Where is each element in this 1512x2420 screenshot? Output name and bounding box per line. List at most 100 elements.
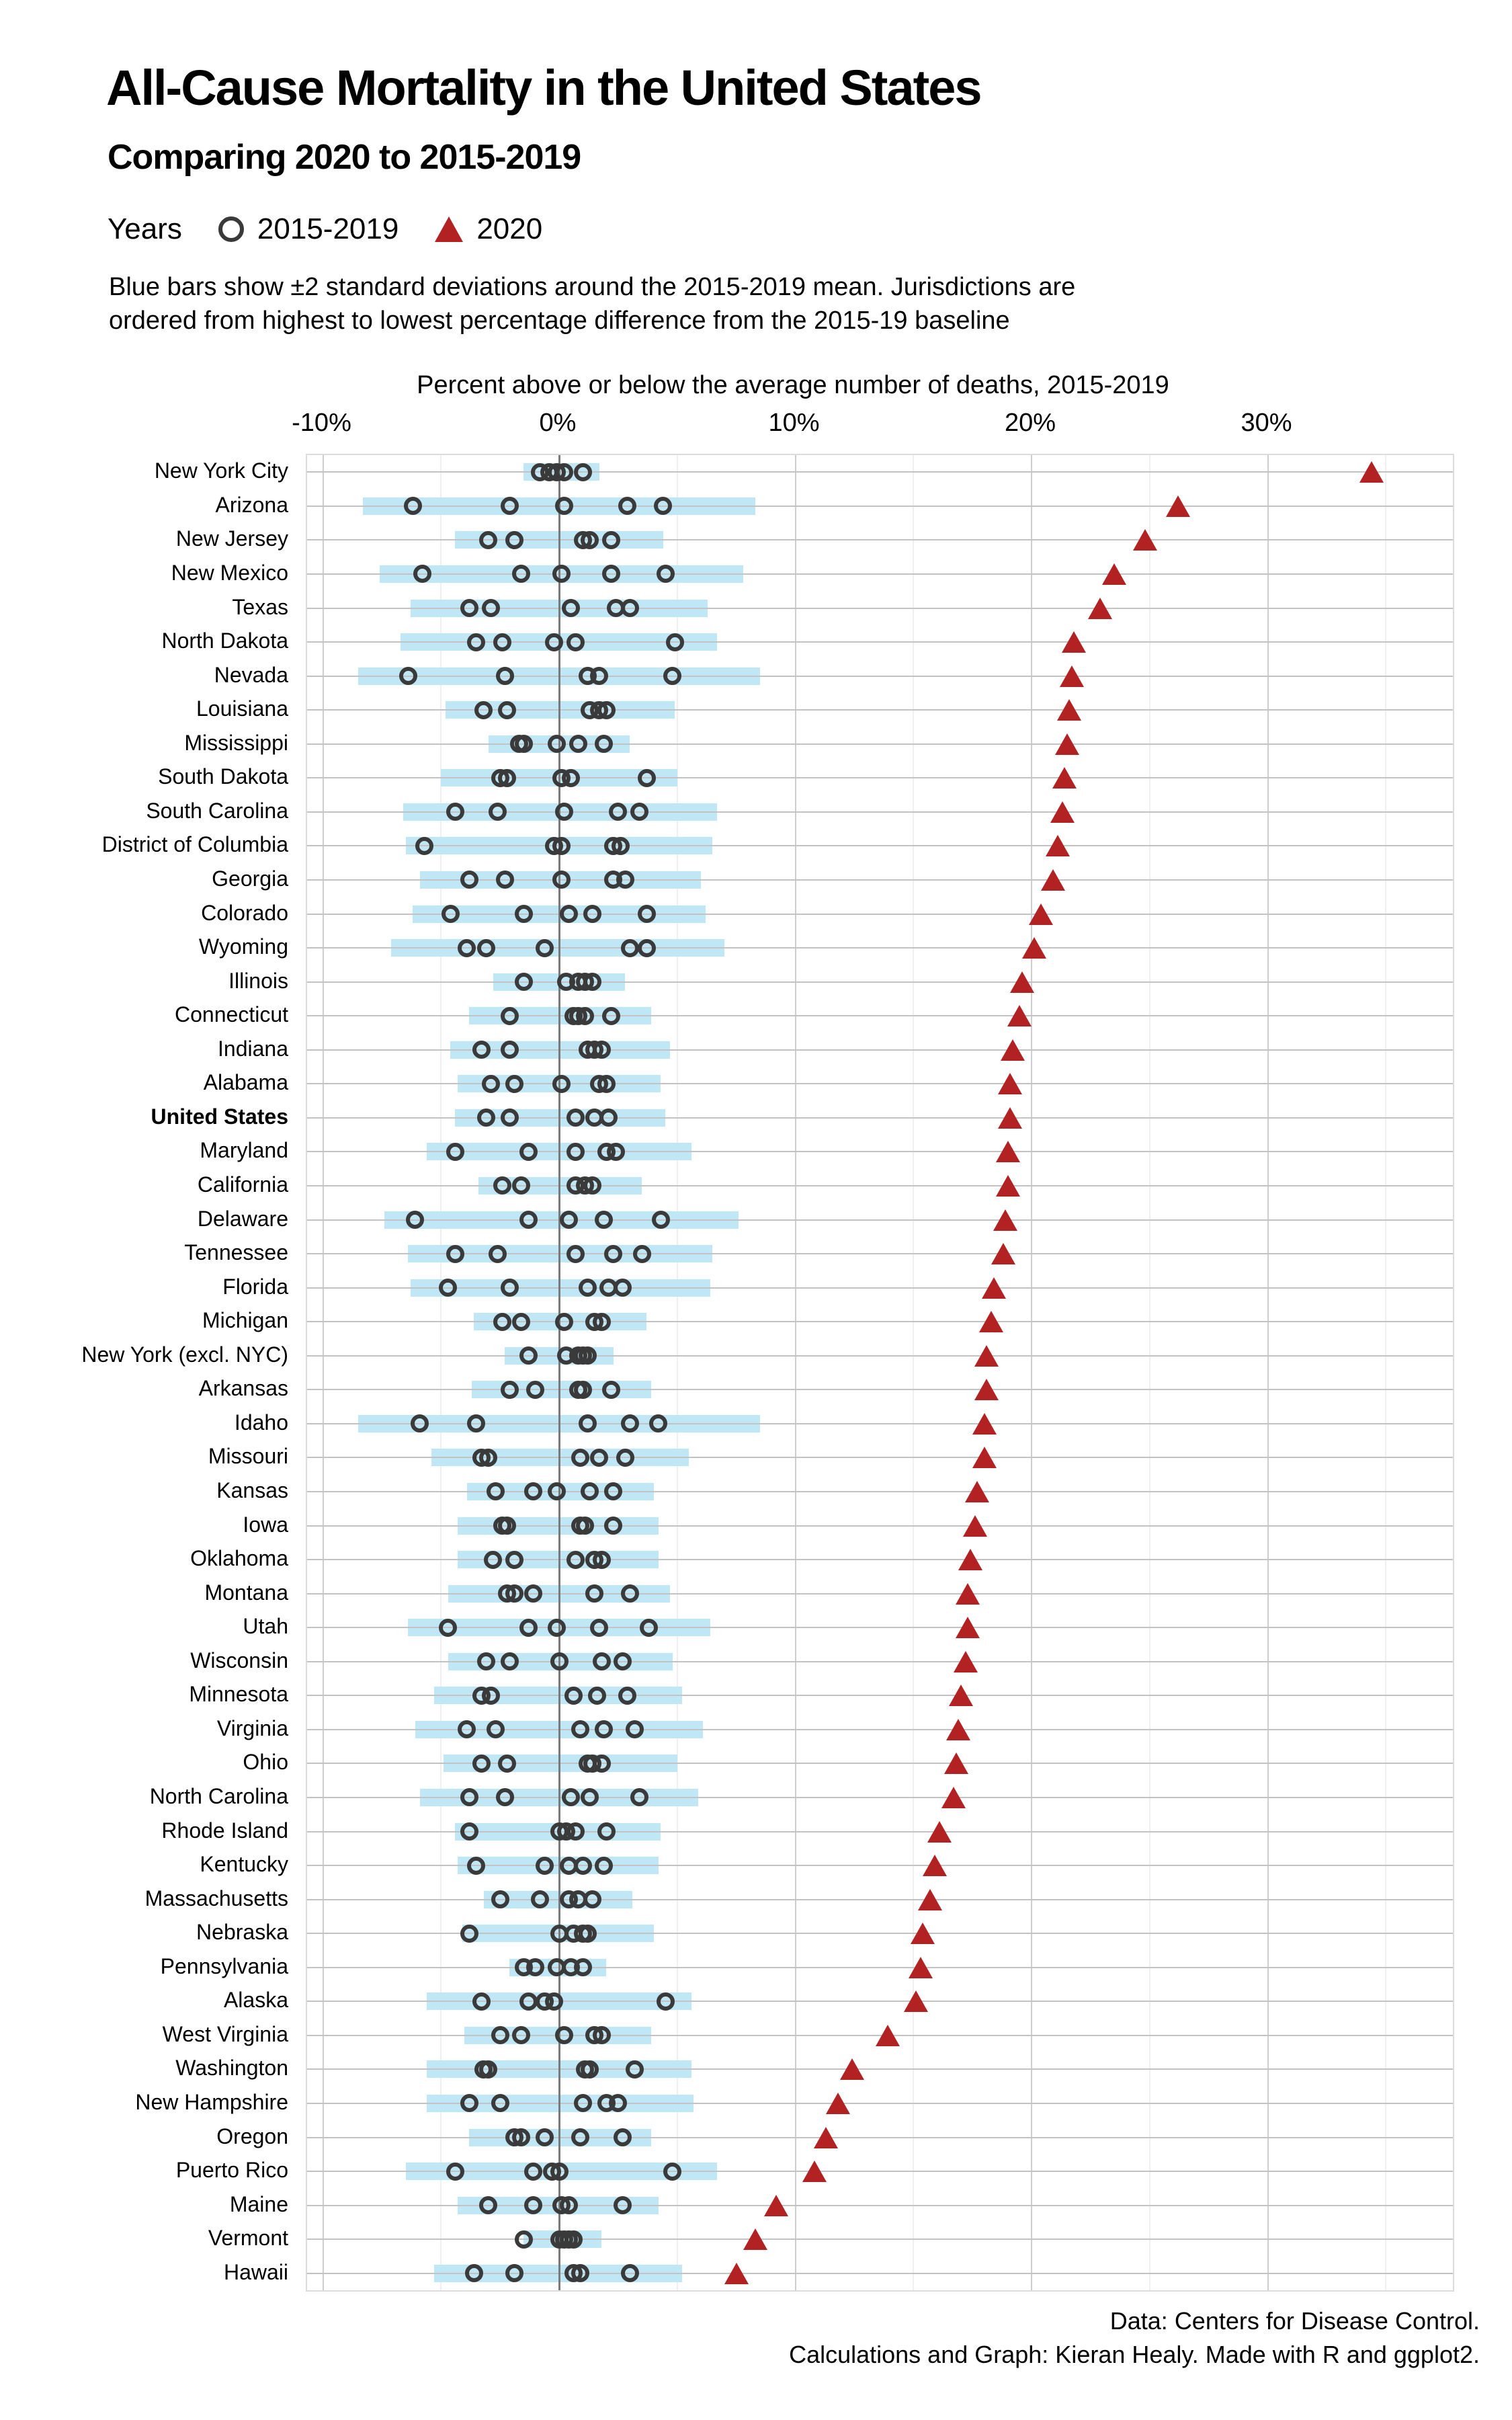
year-point-2020 xyxy=(1057,699,1082,721)
year-point-2015-2019 xyxy=(481,599,500,617)
year-point-2015-2019 xyxy=(578,1279,597,1297)
year-point-2015-2019 xyxy=(597,1822,616,1841)
row-label: Nebraska xyxy=(196,1920,288,1945)
year-point-2015-2019 xyxy=(519,1142,538,1161)
year-point-2015-2019 xyxy=(493,1312,512,1331)
row-line xyxy=(307,709,1453,711)
year-point-2015-2019 xyxy=(604,1482,623,1501)
row-line xyxy=(307,505,1453,507)
row-label: United States xyxy=(151,1104,288,1129)
year-point-2015-2019 xyxy=(665,633,684,651)
year-point-2020 xyxy=(974,1379,999,1401)
year-point-2015-2019 xyxy=(500,1041,519,1059)
row-line xyxy=(307,539,1453,541)
caption: Data: Centers for Disease Control. Calcu… xyxy=(789,2304,1480,2372)
year-point-2015-2019 xyxy=(476,1108,495,1127)
year-point-2020 xyxy=(946,1718,971,1740)
row-label: Rhode Island xyxy=(161,1818,288,1843)
y-axis-labels: New York City Arizona New Jersey New Mexico… xyxy=(0,454,298,2289)
year-point-2015-2019 xyxy=(472,1041,491,1059)
row-line xyxy=(307,1422,1453,1424)
year-point-2020 xyxy=(948,1685,973,1707)
chart-note-line1: Blue bars show ±2 standard deviations ar… xyxy=(109,273,1076,301)
row-label: New York City xyxy=(154,458,288,483)
year-point-2020 xyxy=(1050,801,1075,823)
year-point-2015-2019 xyxy=(581,1788,599,1807)
year-point-2015-2019 xyxy=(460,871,478,889)
year-point-2015-2019 xyxy=(554,2026,573,2045)
year-point-2015-2019 xyxy=(441,905,460,923)
row-label: Montana xyxy=(204,1580,288,1605)
year-point-2015-2019 xyxy=(479,530,498,549)
x-tick-label: 10% xyxy=(768,409,820,437)
year-point-2015-2019 xyxy=(439,1618,458,1637)
year-point-2015-2019 xyxy=(614,1652,632,1671)
year-point-2020 xyxy=(1007,1005,1032,1027)
row-line xyxy=(307,2238,1453,2241)
row-line xyxy=(307,2204,1453,2206)
row-label: Nevada xyxy=(214,662,288,687)
row-label: Oregon xyxy=(216,2124,288,2148)
year-point-2020 xyxy=(903,1990,928,2013)
year-point-2015-2019 xyxy=(479,2060,498,2079)
year-point-2015-2019 xyxy=(578,1346,597,1365)
row-line xyxy=(307,1219,1453,1221)
year-point-2015-2019 xyxy=(637,768,656,787)
row-label: Ohio xyxy=(243,1750,288,1775)
year-point-2020 xyxy=(743,2228,767,2251)
row-label: South Carolina xyxy=(146,798,288,823)
row-line xyxy=(307,1695,1453,1697)
year-point-2015-2019 xyxy=(498,1517,517,1535)
row-label: North Dakota xyxy=(161,629,288,653)
row-line xyxy=(307,1933,1453,1935)
year-point-2020 xyxy=(1062,631,1087,653)
year-point-2015-2019 xyxy=(526,1958,545,1977)
zero-baseline xyxy=(558,455,560,2290)
row-line xyxy=(307,1627,1453,1629)
row-label: Maryland xyxy=(200,1138,288,1163)
year-point-2015-2019 xyxy=(398,667,417,686)
year-point-2020 xyxy=(825,2092,850,2114)
year-point-2015-2019 xyxy=(519,1618,538,1637)
row-line xyxy=(307,2001,1453,2003)
year-point-2015-2019 xyxy=(481,1074,500,1093)
year-point-2015-2019 xyxy=(467,1414,486,1433)
row-label: North Carolina xyxy=(149,1783,288,1808)
row-line xyxy=(307,1796,1453,1798)
year-point-2020 xyxy=(911,1923,935,1945)
year-point-2015-2019 xyxy=(505,1584,523,1603)
year-point-2020 xyxy=(802,2161,827,2183)
year-point-2020 xyxy=(1052,767,1077,789)
row-label: Washington xyxy=(175,2056,288,2081)
year-point-2015-2019 xyxy=(609,2094,628,2113)
year-point-2015-2019 xyxy=(663,667,682,686)
year-point-2015-2019 xyxy=(611,836,630,855)
year-point-2015-2019 xyxy=(446,1142,464,1161)
row-label: California xyxy=(197,1172,288,1197)
row-label: Louisiana xyxy=(196,696,288,721)
year-point-2015-2019 xyxy=(554,803,573,821)
year-point-2015-2019 xyxy=(476,1652,495,1671)
year-point-2015-2019 xyxy=(590,1618,609,1637)
year-point-2015-2019 xyxy=(592,1550,611,1569)
year-point-2015-2019 xyxy=(625,2060,644,2079)
row-label: Puerto Rico xyxy=(175,2158,288,2183)
row-label: Connecticut xyxy=(175,1002,288,1027)
year-point-2015-2019 xyxy=(495,1788,514,1807)
year-point-2015-2019 xyxy=(595,1720,614,1739)
year-point-2015-2019 xyxy=(495,667,514,686)
year-point-2020 xyxy=(1059,665,1084,687)
page-title: All-Cause Mortality in the United States xyxy=(106,60,982,116)
year-point-2015-2019 xyxy=(571,2128,590,2146)
row-line xyxy=(307,641,1453,643)
row-line xyxy=(307,2068,1453,2070)
year-point-2015-2019 xyxy=(601,565,620,583)
year-point-2015-2019 xyxy=(500,1380,519,1399)
year-point-2015-2019 xyxy=(620,599,639,617)
year-point-2015-2019 xyxy=(403,497,422,516)
year-point-2015-2019 xyxy=(592,1754,611,1773)
row-line xyxy=(307,1490,1453,1492)
x-tick-label: 20% xyxy=(1004,409,1056,437)
year-point-2015-2019 xyxy=(446,1244,464,1263)
year-point-2015-2019 xyxy=(460,1788,478,1807)
